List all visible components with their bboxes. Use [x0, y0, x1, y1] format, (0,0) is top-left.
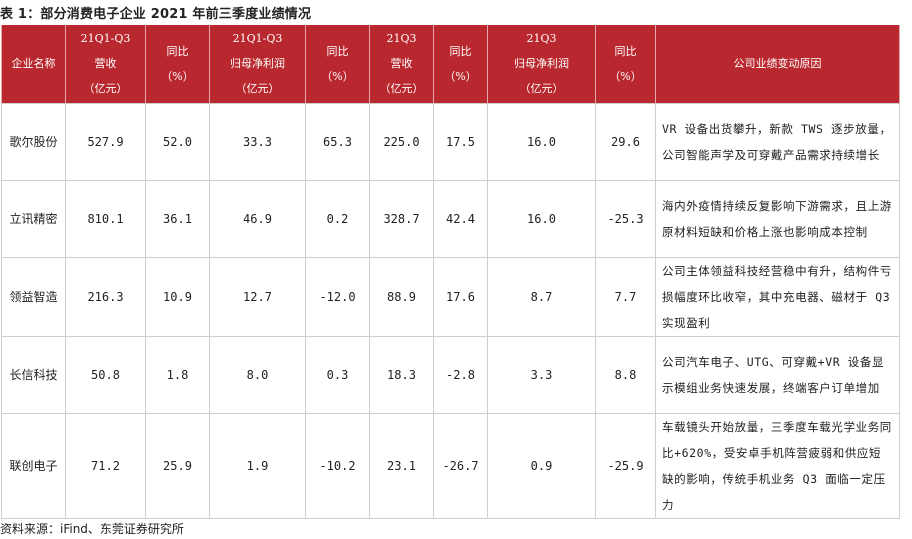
profit-q3-cell: 16.0	[487, 179, 596, 258]
reason-cell: VR 设备出货攀升，新款 TWS 逐步放量，公司智能声学及可穿戴产品需求持续增长	[655, 102, 900, 181]
revenue-ytd-cell: 216.3	[65, 256, 146, 337]
profit-q3-cell: 16.0	[487, 102, 596, 181]
revenue-ytd-yoy-cell: 36.1	[145, 179, 210, 258]
header-revenue-ytd-yoy: 同比 （%）	[145, 25, 210, 103]
revenue-q3-cell: 88.9	[369, 256, 434, 337]
profit-q3-cell: 8.7	[487, 256, 596, 337]
revenue-q3-yoy-cell: 17.6	[433, 256, 488, 337]
header-profit-ytd-yoy: 同比 （%）	[305, 25, 370, 103]
revenue-q3-yoy-cell: -26.7	[433, 412, 488, 519]
header-line: 公司业绩变动原因	[733, 57, 822, 71]
reason-cell: 海内外疫情持续反复影响下游需求，且上游原材料短缺和价格上涨也影响成本控制	[655, 179, 900, 258]
header-line: 21Q1-Q3	[232, 32, 283, 46]
header-revenue-q3-yoy: 同比 （%）	[433, 25, 488, 103]
table-row: 长信科技 50.8 1.8 8.0 0.3 18.3 -2.8 3.3 8.8 …	[1, 335, 900, 414]
header-line: 21Q1-Q3	[80, 32, 131, 46]
company-name: 长信科技	[1, 335, 66, 414]
profit-ytd-cell: 1.9	[209, 412, 306, 519]
profit-ytd-yoy-cell: -10.2	[305, 412, 370, 519]
header-line: （%）	[444, 69, 477, 83]
table-row: 立讯精密 810.1 36.1 46.9 0.2 328.7 42.4 16.0…	[1, 179, 900, 258]
header-line: 企业名称	[11, 57, 56, 71]
profit-ytd-yoy-cell: 0.3	[305, 335, 370, 414]
source-note: 资料来源：iFind、东莞证券研究所	[0, 522, 184, 536]
revenue-ytd-cell: 527.9	[65, 102, 146, 181]
revenue-ytd-yoy-cell: 10.9	[145, 256, 210, 337]
reason-cell: 车载镜头开始放量，三季度车载光学业务同比+620%，受安卓手机阵营疲弱和供应短缺…	[655, 412, 900, 519]
header-line: 同比	[449, 44, 472, 58]
header-line: 营收	[390, 57, 413, 71]
profit-q3-yoy-cell: -25.3	[595, 179, 656, 258]
header-line: （亿元）	[83, 82, 128, 96]
revenue-q3-cell: 18.3	[369, 335, 434, 414]
header-line: （%）	[321, 69, 354, 83]
profit-ytd-cell: 12.7	[209, 256, 306, 337]
header-line: 营收	[94, 57, 117, 71]
header-line: （%）	[161, 69, 194, 83]
profit-ytd-yoy-cell: 65.3	[305, 102, 370, 181]
revenue-q3-yoy-cell: -2.8	[433, 335, 488, 414]
header-line: 归母净利润	[514, 57, 569, 71]
revenue-ytd-cell: 71.2	[65, 412, 146, 519]
profit-ytd-cell: 8.0	[209, 335, 306, 414]
header-row: 企业名称 21Q1-Q3 营收 （亿元） 同比 （%） 21Q1-Q3 归母净利…	[1, 25, 900, 103]
header-reason: 公司业绩变动原因	[655, 25, 900, 103]
reason-cell: 公司主体领益科技经营稳中有升，结构件亏损幅度环比收窄，其中充电器、磁材于 Q3 …	[655, 256, 900, 337]
header-line: （亿元）	[379, 82, 424, 96]
header-line: 同比	[326, 44, 349, 58]
profit-q3-yoy-cell: 8.8	[595, 335, 656, 414]
revenue-q3-yoy-cell: 42.4	[433, 179, 488, 258]
table-caption: 表 1：部分消费电子企业 2021 年前三季度业绩情况	[0, 7, 312, 22]
header-line: 归母净利润	[230, 57, 285, 71]
revenue-ytd-cell: 50.8	[65, 335, 146, 414]
profit-q3-cell: 0.9	[487, 412, 596, 519]
revenue-ytd-yoy-cell: 25.9	[145, 412, 210, 519]
profit-q3-yoy-cell: 7.7	[595, 256, 656, 337]
header-revenue-ytd: 21Q1-Q3 营收 （亿元）	[65, 25, 146, 103]
revenue-ytd-yoy-cell: 1.8	[145, 335, 210, 414]
header-profit-ytd: 21Q1-Q3 归母净利润 （亿元）	[209, 25, 306, 103]
profit-q3-yoy-cell: -25.9	[595, 412, 656, 519]
header-revenue-q3: 21Q3 营收 （亿元）	[369, 25, 434, 103]
header-profit-q3: 21Q3 归母净利润 （亿元）	[487, 25, 596, 103]
header-profit-q3-yoy: 同比 （%）	[595, 25, 656, 103]
revenue-q3-cell: 225.0	[369, 102, 434, 181]
company-name: 歌尔股份	[1, 102, 66, 181]
profit-ytd-yoy-cell: -12.0	[305, 256, 370, 337]
reason-cell: 公司汽车电子、UTG、可穿戴+VR 设备显示模组业务快速发展，终端客户订单增加	[655, 335, 900, 414]
header-line: （亿元）	[235, 82, 280, 96]
profit-q3-yoy-cell: 29.6	[595, 102, 656, 181]
revenue-q3-yoy-cell: 17.5	[433, 102, 488, 181]
company-name: 领益智造	[1, 256, 66, 337]
profit-ytd-cell: 33.3	[209, 102, 306, 181]
revenue-ytd-cell: 810.1	[65, 179, 146, 258]
earnings-table: 企业名称 21Q1-Q3 营收 （亿元） 同比 （%） 21Q1-Q3 归母净利…	[1, 25, 900, 519]
table-row: 歌尔股份 527.9 52.0 33.3 65.3 225.0 17.5 16.…	[1, 102, 900, 181]
table-row: 领益智造 216.3 10.9 12.7 -12.0 88.9 17.6 8.7…	[1, 256, 900, 337]
table-row: 联创电子 71.2 25.9 1.9 -10.2 23.1 -26.7 0.9 …	[1, 412, 900, 519]
company-name: 联创电子	[1, 412, 66, 519]
header-line: 同比	[166, 44, 189, 58]
profit-ytd-cell: 46.9	[209, 179, 306, 258]
profit-q3-cell: 3.3	[487, 335, 596, 414]
header-line: 21Q3	[526, 32, 557, 46]
revenue-ytd-yoy-cell: 52.0	[145, 102, 210, 181]
header-line: 21Q3	[386, 32, 417, 46]
header-company: 企业名称	[1, 25, 66, 103]
profit-ytd-yoy-cell: 0.2	[305, 179, 370, 258]
header-line: （亿元）	[519, 82, 564, 96]
revenue-q3-cell: 328.7	[369, 179, 434, 258]
company-name: 立讯精密	[1, 179, 66, 258]
header-line: （%）	[609, 69, 642, 83]
revenue-q3-cell: 23.1	[369, 412, 434, 519]
header-line: 同比	[614, 44, 637, 58]
